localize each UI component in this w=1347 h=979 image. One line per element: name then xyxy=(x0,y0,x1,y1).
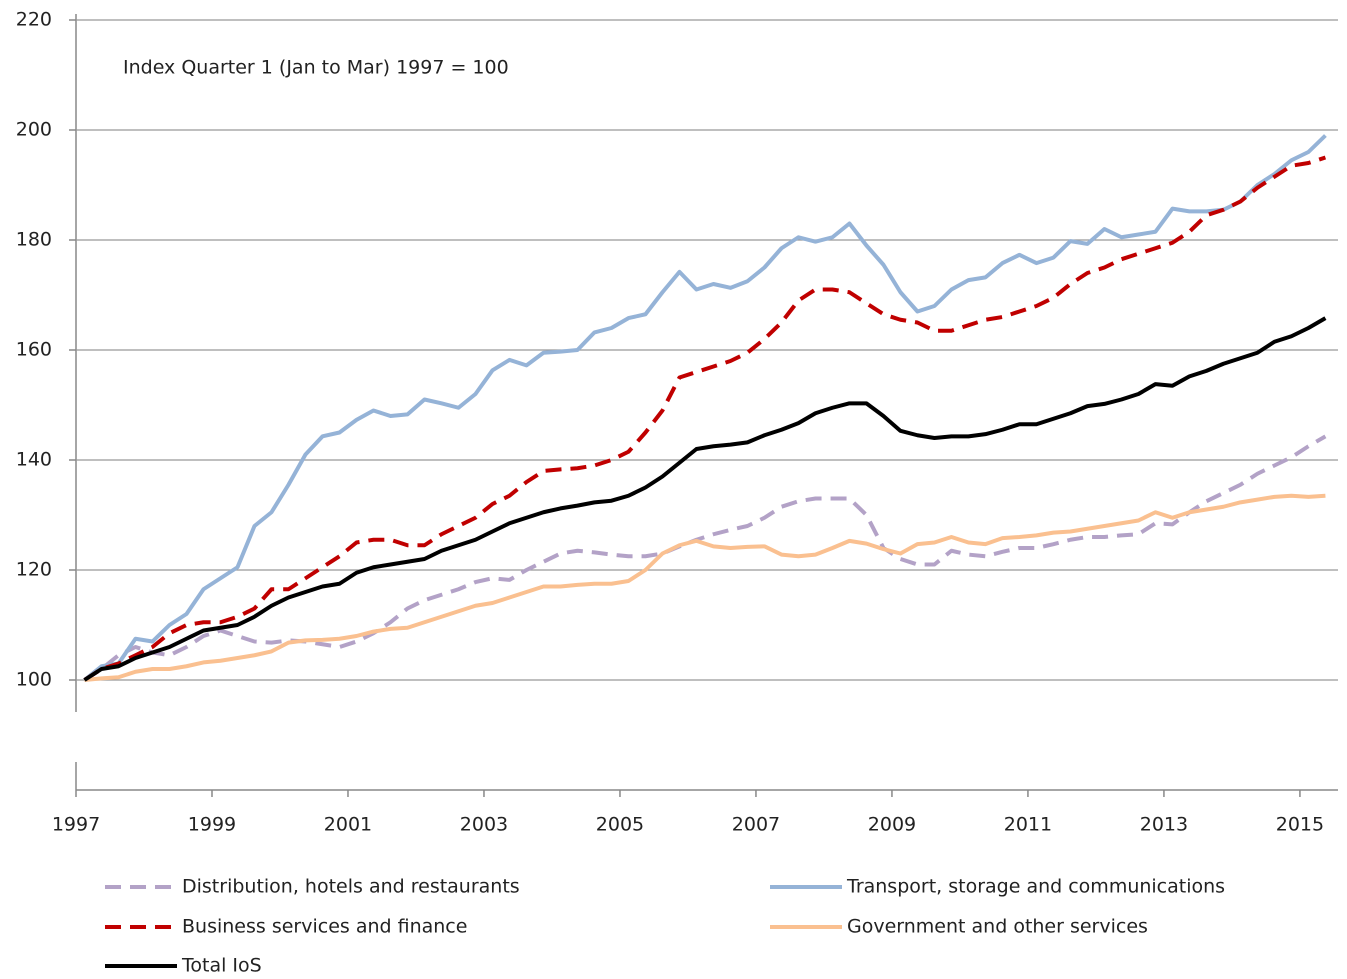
series-line xyxy=(84,493,1326,682)
x-tick-label: 2009 xyxy=(868,814,916,836)
x-tick-label: 2015 xyxy=(1276,814,1324,836)
y-tick-label: 120 xyxy=(16,559,52,581)
x-tick-label: 1997 xyxy=(52,814,100,836)
legend-label: Transport, storage and communications xyxy=(846,876,1225,898)
y-tick-label: 140 xyxy=(16,449,52,471)
legend-label: Total IoS xyxy=(181,955,262,977)
x-tick-label: 2011 xyxy=(1004,814,1052,836)
series-line xyxy=(83,134,1327,682)
series-line xyxy=(83,434,1327,682)
y-tick-label: 180 xyxy=(16,229,52,251)
x-tick-label: 2003 xyxy=(460,814,508,836)
series-line xyxy=(83,316,1327,682)
y-tick-label: 100 xyxy=(16,669,52,691)
y-tick-label: 220 xyxy=(16,9,52,31)
legend-label: Government and other services xyxy=(847,916,1148,938)
x-tick-label: 2001 xyxy=(324,814,372,836)
x-tick-label: 2005 xyxy=(596,814,644,836)
x-tick-label: 2007 xyxy=(732,814,780,836)
series-line xyxy=(83,155,1327,682)
x-tick-label: 1999 xyxy=(188,814,236,836)
x-tick-label: 2013 xyxy=(1140,814,1188,836)
y-tick-label: 160 xyxy=(16,339,52,361)
legend-label: Distribution, hotels and restaurants xyxy=(182,876,520,898)
y-tick-label: 200 xyxy=(16,119,52,141)
annotation: Index Quarter 1 (Jan to Mar) 1997 = 100 xyxy=(123,57,509,79)
legend-label: Business services and finance xyxy=(182,916,467,938)
